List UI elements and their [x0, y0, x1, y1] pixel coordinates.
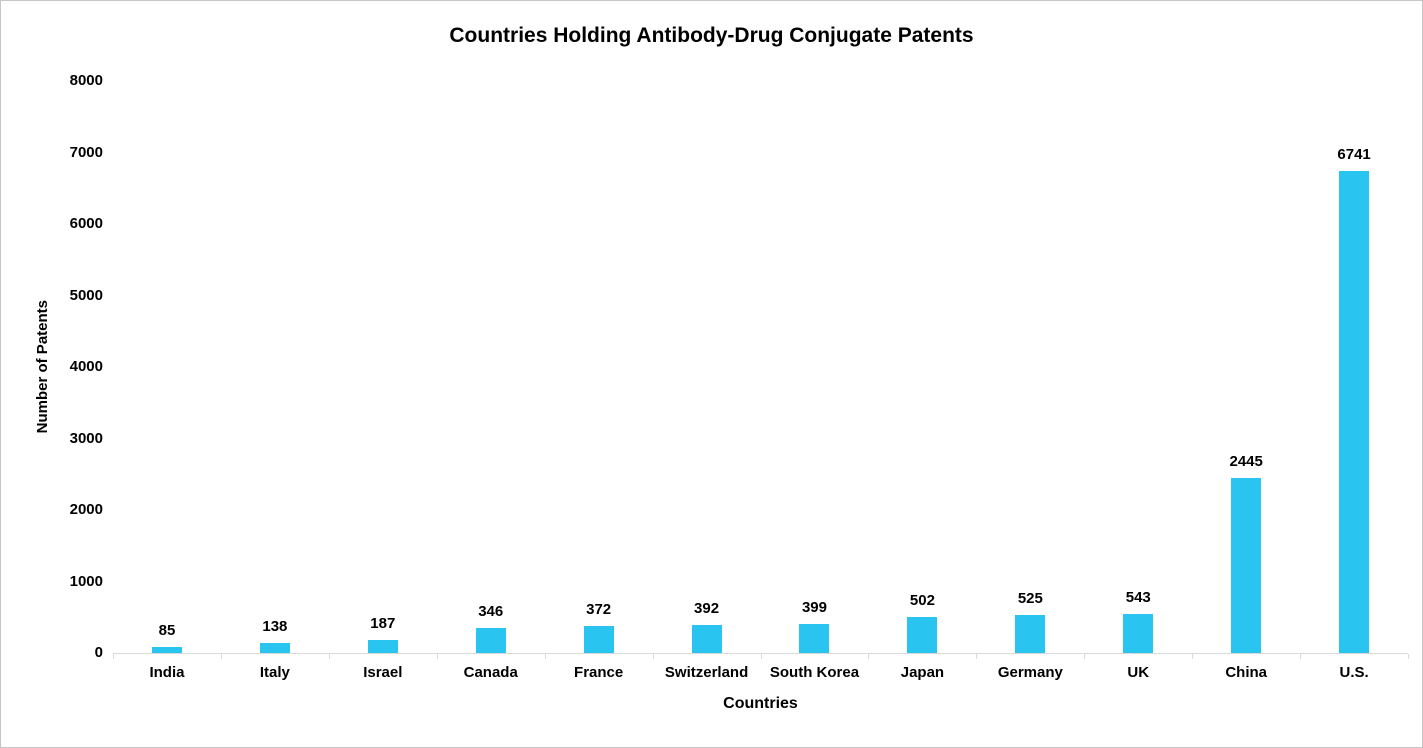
plot-area: 85 138 187 346 372 392 399 502 525 543 2445 6741 [113, 81, 1410, 659]
y-axis-title: Number of Patents [33, 300, 51, 434]
category-slot: 85 [113, 81, 222, 659]
category-slot: 543 [1084, 81, 1194, 659]
x-tick-label: China [1225, 664, 1268, 681]
y-tick-label: 4000 [69, 358, 103, 375]
bar-value-label: 525 [1017, 590, 1043, 608]
bar-value-label: 543 [1125, 589, 1151, 607]
y-tick-label: 5000 [69, 286, 103, 304]
bar-value-label: 187 [370, 614, 396, 632]
bar-value-label: 399 [801, 599, 827, 617]
x-axis-tick-labels: India Italy Israel Canada France Switzerland S… [113, 664, 1408, 681]
bar-value-label: 6741 [1337, 146, 1371, 164]
bar-value-label: 372 [586, 601, 612, 619]
x-tick-label: Italy [259, 664, 290, 681]
bar [367, 639, 398, 653]
y-tick-label: 2000 [69, 501, 103, 518]
x-axis-tick-mark [652, 654, 654, 659]
bar-value-label: 85 [158, 621, 176, 639]
y-tick-label: 6000 [69, 215, 103, 232]
bar [259, 643, 290, 653]
x-tick-label: Switzerland [664, 664, 749, 681]
category-slot: 399 [761, 81, 870, 659]
bar-value-label: 138 [262, 618, 288, 636]
category-slot: 346 [437, 81, 546, 659]
bar [583, 626, 614, 653]
x-axis-tick-mark [760, 654, 762, 659]
x-axis-tick-mark [1084, 654, 1086, 659]
x-axis-tick-mark [436, 654, 438, 659]
y-tick-label: 1000 [69, 572, 103, 590]
y-tick-label: 7000 [69, 143, 103, 161]
x-tick-label: Japan [900, 664, 945, 681]
category-slot: 525 [976, 81, 1086, 659]
bar-value-label: 502 [909, 592, 935, 610]
category-slot: 372 [545, 81, 654, 659]
x-tick-label: Israel [363, 664, 403, 681]
bar [1015, 615, 1046, 653]
category-slot: 2445 [1192, 81, 1302, 659]
x-tick-label: Canada [463, 664, 518, 681]
x-tick-label: U.S. [1339, 664, 1369, 681]
x-axis-tick-mark [113, 654, 114, 659]
x-axis-tick-mark [1300, 654, 1302, 659]
x-tick-label: France [574, 664, 624, 681]
x-axis-tick-mark [868, 654, 870, 659]
x-tick-label: Germany [997, 664, 1063, 681]
y-tick-label: 8000 [69, 72, 103, 89]
category-slot: 392 [653, 81, 762, 659]
bar [151, 646, 182, 653]
x-tick-label: South Korea [769, 664, 860, 681]
bar [1339, 171, 1370, 653]
bar [1231, 478, 1262, 653]
category-slot: 6741 [1300, 81, 1410, 659]
bar-value-label: 392 [694, 599, 720, 617]
y-axis-tick-labels: 0 1000 2000 3000 4000 5000 6000 7000 8000 [53, 72, 103, 661]
x-axis-tick-mark [1408, 654, 1410, 659]
y-tick-label: 0 [94, 644, 103, 661]
y-axis-title-container: Number of Patents [31, 81, 53, 653]
x-axis-tick-mark [976, 654, 978, 659]
bar-value-label: 2445 [1229, 453, 1263, 471]
bar [691, 624, 722, 653]
category-slot: 138 [221, 81, 330, 659]
y-tick-label: 3000 [69, 429, 103, 447]
x-axis-tick-mark [328, 654, 330, 659]
bar [1123, 614, 1154, 653]
x-tick-label: UK [1127, 664, 1150, 681]
bar [475, 628, 506, 653]
chart-title: Countries Holding Antibody-Drug Conjugat… [449, 24, 974, 47]
category-slot: 502 [868, 81, 978, 659]
x-axis-title: Countries [723, 695, 798, 712]
category-slot: 187 [329, 81, 438, 659]
x-axis-tick-mark [544, 654, 546, 659]
bar-value-label: 346 [478, 603, 504, 621]
x-axis-tick-mark [1192, 654, 1194, 659]
x-tick-label: India [149, 664, 185, 681]
x-axis-tick-mark [220, 654, 222, 659]
bar [799, 624, 830, 653]
bar [907, 617, 938, 653]
